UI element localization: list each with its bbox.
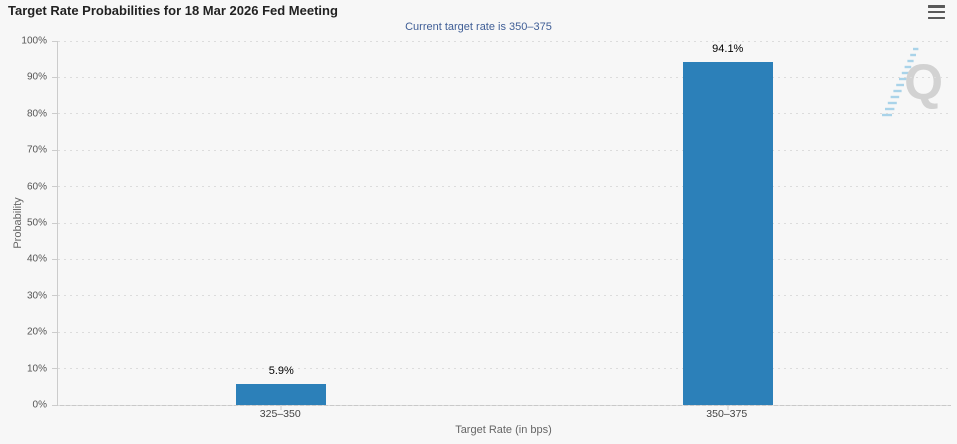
y-tick-mark	[52, 76, 57, 78]
bar-325-350[interactable]	[236, 383, 327, 405]
y-tick-label: 0%	[32, 399, 47, 411]
y-gridline	[58, 295, 951, 297]
y-tick-label: 90%	[26, 71, 47, 83]
y-tick-mark	[52, 149, 57, 151]
y-tick-label: 10%	[26, 363, 47, 375]
y-gridline	[58, 404, 951, 406]
category-325-350: 5.9%	[58, 41, 505, 405]
y-axis: 0% 10% 20% 30% 40% 50% 60% 70% 80% 90% 100%	[0, 36, 57, 411]
category-350-375: 94.1%	[505, 41, 952, 405]
y-tick-label: 60%	[26, 181, 47, 193]
x-axis-title: Target Rate (in bps)	[455, 424, 552, 436]
bar-value-label: 94.1%	[712, 43, 744, 56]
y-tick-mark	[52, 331, 57, 333]
x-tick-label: 325–350	[259, 408, 301, 420]
y-tick-mark	[52, 295, 57, 297]
bar-350-375[interactable]	[682, 62, 773, 405]
y-gridline	[58, 331, 951, 333]
y-tick-mark	[52, 404, 57, 406]
y-tick-label: 70%	[26, 144, 47, 156]
y-gridline	[58, 149, 951, 151]
bar-value-label: 5.9%	[268, 364, 294, 377]
y-tick-mark	[52, 368, 57, 370]
hamburger-menu-icon[interactable]	[928, 5, 946, 19]
menu-bar	[928, 5, 945, 8]
y-tick-label: 20%	[26, 326, 47, 338]
menu-bar	[928, 16, 945, 19]
y-gridline	[58, 113, 951, 115]
x-tick-mark	[280, 405, 282, 410]
y-tick-mark	[52, 113, 57, 115]
y-gridline	[58, 368, 951, 370]
y-gridline	[58, 76, 951, 78]
menu-bar	[928, 10, 945, 14]
x-tick-mark	[727, 405, 729, 410]
y-tick-label: 80%	[26, 108, 47, 120]
y-tick-label: 40%	[26, 253, 47, 265]
y-tick-label: 100%	[21, 35, 47, 47]
x-axis-labels: 325–350 350–375	[57, 408, 950, 420]
y-tick-mark	[52, 222, 57, 224]
y-tick-label: 30%	[26, 290, 47, 302]
x-tick-label: 350–375	[706, 408, 748, 420]
y-tick-mark	[52, 258, 57, 260]
y-tick-mark	[52, 186, 57, 188]
y-gridline	[58, 258, 951, 260]
y-gridline	[58, 222, 951, 224]
y-tick-mark	[52, 40, 57, 42]
y-gridline	[58, 186, 951, 188]
y-gridline	[58, 40, 951, 42]
y-tick-label: 50%	[26, 217, 47, 229]
plot-area: Q 5.9% 94.1%	[57, 40, 952, 410]
chart-subtitle: Current target rate is 350–375	[405, 21, 552, 33]
chart-title: Target Rate Probabilities for 18 Mar 202…	[8, 3, 338, 18]
